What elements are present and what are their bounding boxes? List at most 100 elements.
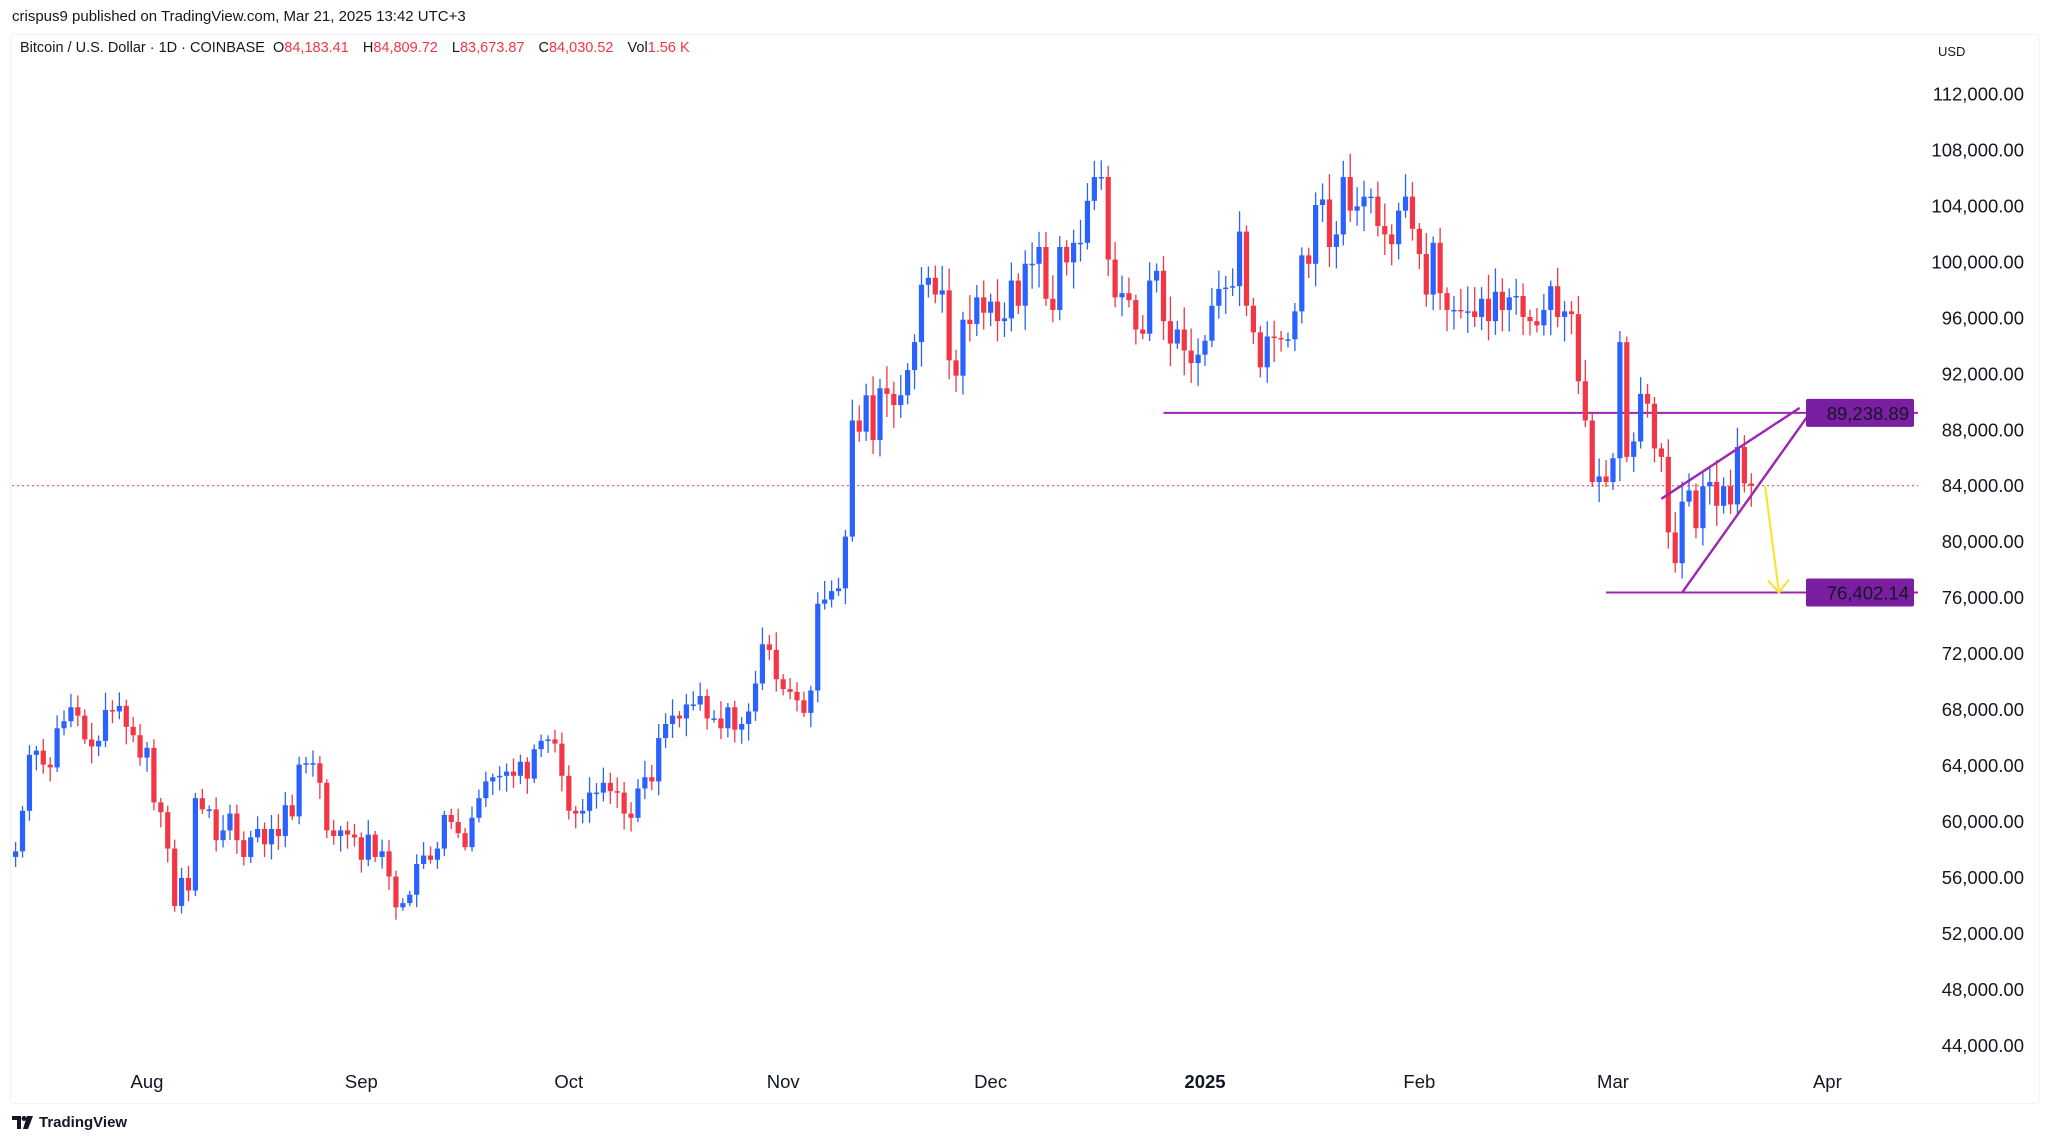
candle [26, 745, 33, 821]
candle-body [1036, 246, 1042, 264]
candle [1160, 256, 1167, 340]
candle-body [1727, 486, 1734, 505]
candle [1707, 466, 1713, 505]
wedge-lower-line[interactable] [1681, 407, 1815, 594]
candle [1389, 224, 1395, 266]
candle-body [1707, 482, 1713, 487]
candle [1368, 188, 1374, 214]
candle-body [1478, 298, 1485, 317]
volume-value: 1.56 K [647, 40, 690, 56]
low-value: 83,673.87 [459, 40, 525, 56]
close-label: C [538, 40, 549, 56]
candle-body [137, 735, 143, 758]
candle-body [503, 771, 510, 776]
low-label: L [451, 40, 460, 56]
candle [1409, 182, 1416, 241]
candle-body [932, 277, 938, 295]
candle-body [663, 724, 669, 739]
candle [379, 839, 385, 869]
candle [483, 771, 489, 808]
candle [1202, 335, 1208, 367]
candle [344, 821, 351, 849]
candle [1541, 294, 1547, 336]
tradingview-logo[interactable]: TradingView [12, 1114, 127, 1131]
candle-body [365, 834, 371, 860]
y-tick-label: 60,000.00 [1942, 811, 2024, 832]
y-tick-label: 44,000.00 [1942, 1035, 2024, 1056]
candle-body [1548, 286, 1554, 310]
currency-selector[interactable]: USD [1938, 44, 1966, 59]
candle [1734, 427, 1741, 515]
candle-body [1084, 200, 1091, 243]
candle-body [510, 771, 517, 776]
y-tick-label: 100,000.00 [1931, 251, 2024, 272]
projection-arrow[interactable] [1764, 486, 1781, 593]
candle-body [545, 739, 551, 741]
candle [1472, 287, 1478, 327]
candle [1133, 294, 1139, 345]
candle [1098, 160, 1104, 190]
candle [213, 797, 219, 852]
candle [89, 722, 95, 764]
candle [808, 685, 814, 728]
candle-body [898, 395, 904, 406]
x-tick-label: Dec [974, 1071, 1007, 1092]
candle [828, 580, 835, 608]
candle [1236, 211, 1243, 307]
candle [54, 715, 60, 773]
candle [1216, 270, 1222, 319]
candle [766, 634, 772, 661]
candle [365, 820, 371, 867]
symbol-legend[interactable]: Bitcoin / U.S. Dollar · 1D · COINBASE O8… [20, 40, 700, 56]
candle [421, 842, 427, 869]
candle-body [178, 877, 185, 906]
candle-body [206, 809, 212, 811]
candle [801, 691, 807, 718]
candle [123, 699, 129, 745]
candle-body [690, 704, 696, 706]
candle [676, 711, 683, 728]
candle-body [455, 821, 461, 834]
candle [1679, 481, 1685, 579]
candle-body [1140, 329, 1146, 334]
candle-body [1513, 295, 1519, 298]
candle-body [144, 747, 150, 758]
candle-body [732, 707, 738, 730]
candle-body [1437, 242, 1443, 294]
candle-body [739, 724, 745, 730]
candle [497, 766, 503, 791]
candle-body [614, 791, 620, 793]
candle [1071, 229, 1077, 289]
candle [877, 378, 883, 457]
candle-body [711, 718, 717, 720]
candle-body [220, 830, 226, 841]
candle-body [607, 782, 613, 792]
candle [47, 757, 53, 782]
candle [192, 792, 199, 897]
candle [1278, 330, 1284, 352]
candle [586, 777, 593, 823]
chart-panel[interactable] [10, 34, 2040, 1104]
candle-body [1091, 177, 1097, 201]
candle [1126, 277, 1132, 308]
candle [1451, 295, 1457, 330]
candle [427, 846, 434, 864]
candle [1188, 328, 1194, 383]
candle [960, 311, 966, 395]
candle-body [1610, 458, 1616, 483]
candle-body [54, 728, 60, 768]
candle [1499, 278, 1505, 332]
candle-body [1071, 242, 1077, 263]
annotation-layer [12, 411, 1918, 594]
candle [1140, 315, 1146, 340]
candle-body [490, 777, 496, 782]
candle [1631, 432, 1637, 472]
candle [822, 580, 828, 610]
candle-body [427, 855, 434, 860]
candle-body [1679, 501, 1685, 564]
candle-body [469, 817, 475, 848]
wedge-upper-line[interactable] [1660, 406, 1801, 500]
candle-body [988, 301, 994, 313]
candle [137, 723, 143, 766]
